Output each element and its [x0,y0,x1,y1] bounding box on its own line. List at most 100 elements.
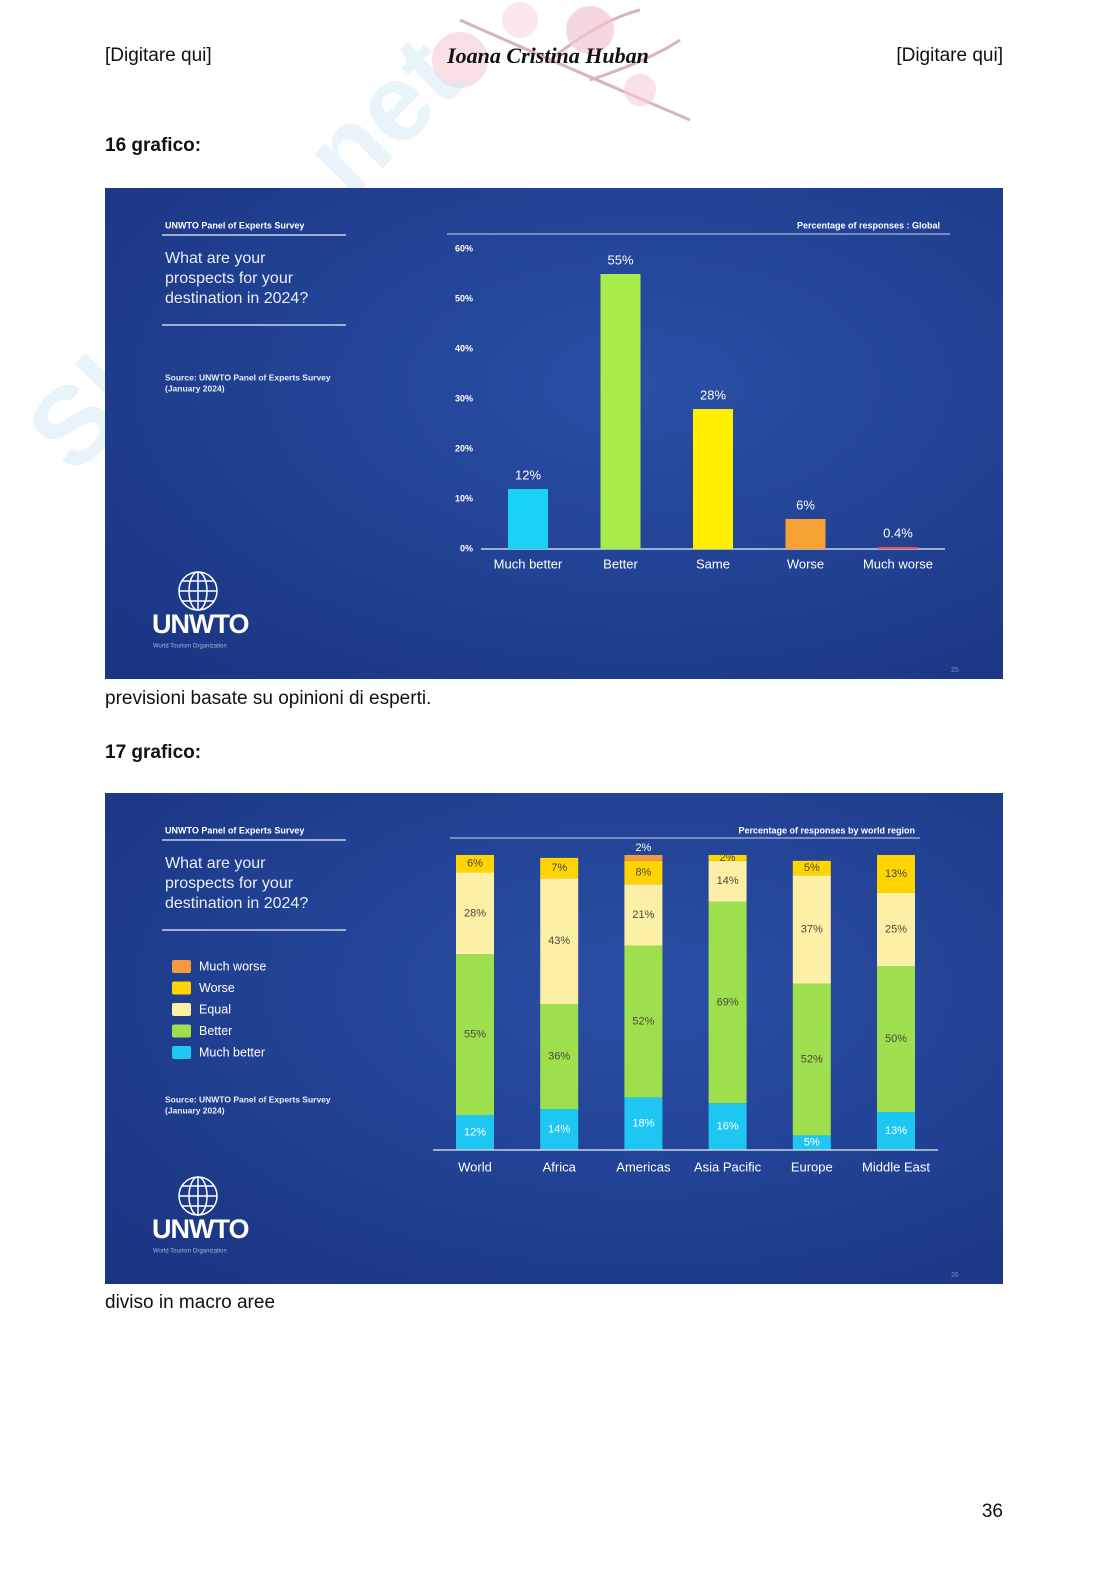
bar [878,547,918,549]
bar-segment [456,872,494,955]
logo: UNWTO [152,1214,249,1244]
value-label: 6% [796,497,815,512]
bar-segment [540,1109,579,1150]
slide-background [105,188,1003,679]
x-tick-label: Middle East [862,1159,930,1174]
section-heading: 17 grafico: [105,742,202,763]
legend-label: Better [199,1024,232,1038]
value-label: 12% [464,1126,486,1138]
bar-segment [540,857,579,879]
value-label: 7% [551,862,567,874]
legend-label: Worse [199,981,235,995]
bar-segment [792,1135,831,1150]
bar-segment [792,875,831,984]
y-tick-label: 50% [455,293,473,303]
bar-segment [456,954,494,1115]
bar-segment [456,1114,494,1150]
survey-label: UNWTO Panel of Experts Survey [165,220,304,230]
value-label: 52% [632,1015,654,1027]
blossom-decoration [432,2,691,122]
question-line: destination in 2024? [165,895,308,912]
question-line: destination in 2024? [165,290,308,307]
slide: UNWTO Panel of Experts Survey What are yo… [105,793,1003,1284]
source-line: (January 2024) [165,383,225,393]
y-tick-label: 0% [460,543,473,553]
y-tick-label: 20% [455,443,473,453]
x-tick-label: Better [603,556,638,571]
value-label: 12% [515,467,541,482]
y-tick-label: 60% [455,243,473,253]
legend-label: Equal [199,1002,231,1016]
chart-subtitle: Percentage of responses : Global [797,220,940,230]
y-tick-label: 40% [455,343,473,353]
bar-segment [624,860,663,885]
value-label: 25% [885,923,907,935]
x-tick-label: Much better [494,556,563,571]
question-line: prospects for your [165,875,294,892]
logo: UNWTO [152,609,249,639]
legend-swatch [172,1046,191,1059]
bar [785,519,826,549]
header-author: Ioana Cristina Huban [447,43,649,68]
caption: previsioni basate su opinioni di esperti… [105,688,432,709]
legend-swatch [172,1024,191,1038]
survey-label: UNWTO Panel of Experts Survey [165,825,304,835]
value-label: 69% [717,996,739,1008]
chart-subtitle: Percentage of responses by world region [738,825,915,835]
value-label: 5% [804,862,820,874]
bar-segment [708,855,747,861]
value-label: 55% [607,252,633,267]
bar-segment [624,884,663,946]
value-label: 18% [632,1118,654,1130]
bar [508,489,548,549]
logo-subtitle: World Tourism Organization [153,644,227,650]
value-label: 50% [885,1033,907,1045]
bar-segment [877,892,915,966]
legend-swatch [172,981,191,995]
value-label: 36% [548,1050,570,1062]
x-tick-label: World [458,1159,492,1174]
value-label: 28% [700,387,726,402]
bar-segment [624,855,663,861]
value-label: 2% [720,852,736,864]
bar-segment [540,1003,579,1110]
bar-segment [877,855,915,893]
globe-icon [178,1176,218,1216]
source-line: (January 2024) [165,1105,225,1115]
value-label: 5% [804,1137,820,1149]
bar-segment [877,1112,915,1150]
page-number: 36 [981,1501,1003,1522]
value-label: 52% [801,1053,823,1065]
value-label: 13% [885,1125,907,1137]
value-label: 28% [464,907,486,919]
header-right: [Digitare qui] [896,45,1003,66]
bar-segment [708,1103,747,1150]
logo-subtitle: World Tourism Organization [153,1249,227,1255]
x-tick-label: Africa [543,1159,577,1174]
source-line: Source: UNWTO Panel of Experts Survey [165,1094,331,1104]
slide-number: 26 [951,1272,959,1279]
x-tick-label: Much worse [863,556,933,571]
x-tick-label: Americas [616,1159,671,1174]
bar-segment [540,878,579,1004]
legend-swatch [172,960,191,973]
x-tick-label: Asia Pacific [694,1159,762,1174]
header-left: [Digitare qui] [105,45,212,66]
question-line: What are your [165,250,266,267]
value-label: 2% [635,842,651,854]
question-line: What are your [165,855,266,872]
bar-segment [708,901,747,1104]
value-label: 0.4% [883,525,913,540]
source-line: Source: UNWTO Panel of Experts Survey [165,372,331,382]
value-label: 16% [717,1121,739,1133]
legend-label: Much worse [199,959,266,973]
bar-segment [456,855,494,873]
slide: UNWTO Panel of Experts Survey What are yo… [105,188,1003,679]
bar [600,274,641,549]
y-tick-label: 10% [455,493,473,503]
bar-segment [792,983,831,1136]
value-label: 14% [548,1123,570,1135]
value-label: 37% [801,923,823,935]
question-line: prospects for your [165,270,294,287]
x-tick-label: Europe [791,1159,833,1174]
